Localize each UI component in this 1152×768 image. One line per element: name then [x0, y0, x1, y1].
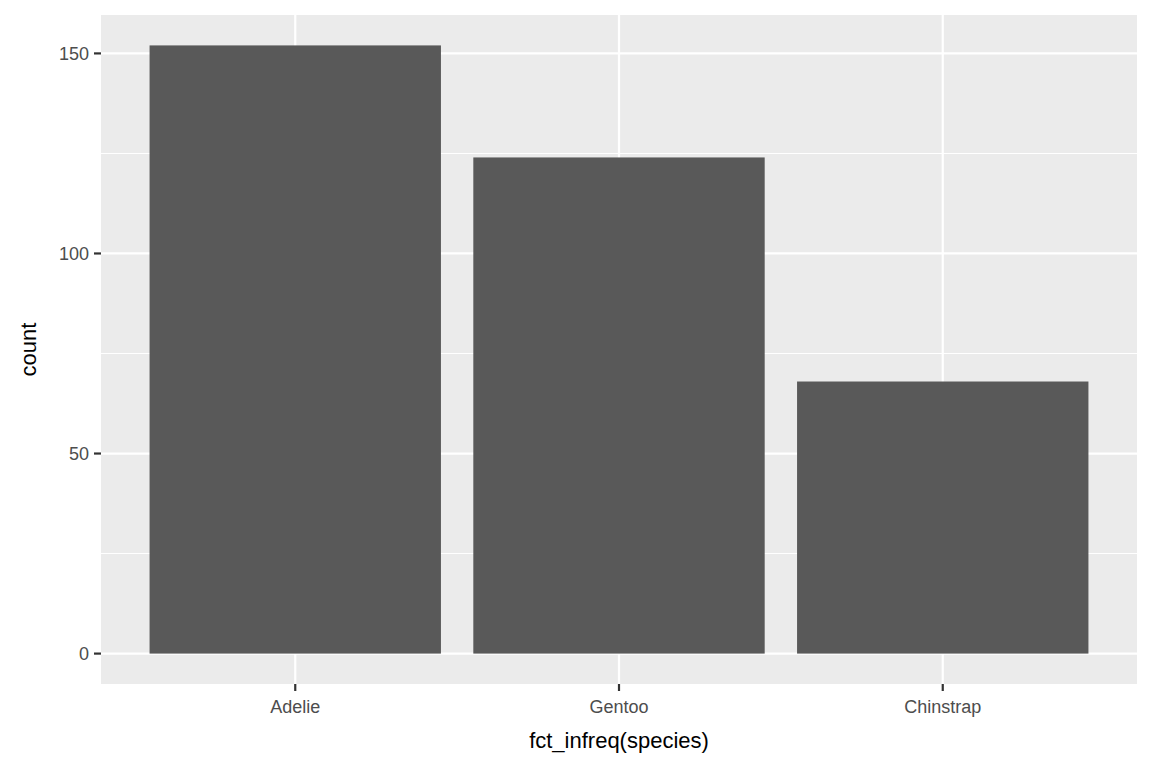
bars: [150, 45, 1089, 653]
x-tick-label: Chinstrap: [904, 697, 981, 717]
y-tick: [94, 52, 101, 54]
y-tick-label: 50: [69, 444, 89, 464]
y-tick: [94, 652, 101, 654]
x-tick: [942, 684, 944, 691]
background: [0, 0, 1152, 768]
bar: [150, 45, 441, 653]
y-tick-label: 150: [59, 44, 89, 64]
x-tick: [618, 684, 620, 691]
bar: [473, 157, 764, 653]
x-tick-label: Gentoo: [589, 697, 648, 717]
y-tick: [94, 252, 101, 254]
bar: [797, 382, 1088, 654]
panel: [101, 15, 1137, 684]
y-tick: [94, 452, 101, 454]
y-axis-title: count: [16, 323, 41, 377]
chart-container: 0 50 100 150 Adelie Gentoo Chinstrap fct_infreq…: [0, 0, 1152, 768]
y-tick-label: 0: [79, 644, 89, 664]
chart-svg: 0 50 100 150 Adelie Gentoo Chinstrap fct_infreq…: [0, 0, 1152, 768]
x-axis-title: fct_infreq(species): [529, 728, 709, 753]
x-tick-label: Adelie: [270, 697, 320, 717]
x-tick: [294, 684, 296, 691]
y-tick-label: 100: [59, 244, 89, 264]
